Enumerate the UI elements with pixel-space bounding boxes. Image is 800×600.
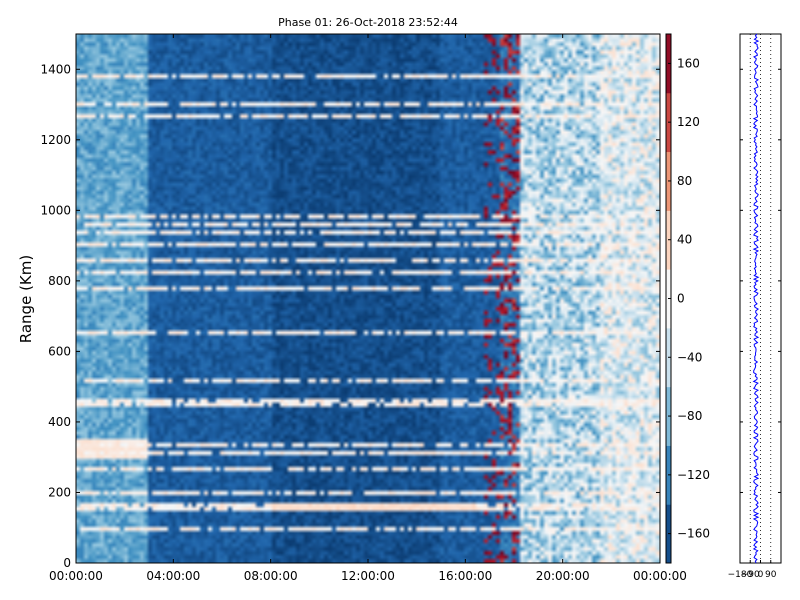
colorbar-tick-label: 40 [677,233,692,247]
colorbar-tick-label: −120 [677,468,710,482]
colorbar-tick-label: −40 [677,350,702,364]
side-phase-profile [749,33,772,564]
x-tick-label: 08:00:00 [244,569,298,583]
y-tick-label: 1400 [40,62,71,76]
side-x-tick-label: 0 [758,570,764,580]
colorbar-ticks: 160 120 80 40 0 −40 −80 −120 −160 [668,56,710,541]
x-axis-ticks: 00:00:00 04:00:00 08:00:00 12:00:00 16:00:00… [49,34,687,583]
chart-title: Phase 01: 26-Oct-2018 23:52:44 [278,16,458,29]
y-tick-label: 200 [48,485,71,499]
colorbar-tick-label: −80 [677,409,702,423]
x-tick-label: 00:00:00 [49,569,103,583]
side-phase-line [752,33,760,564]
x-tick-label: 20:00:00 [536,569,590,583]
side-x-tick-label: 90 [765,570,777,580]
heatmap-image [76,34,660,563]
y-axis-label: Range (Km) [17,255,35,343]
y-axis-ticks: 0 200 400 600 800 1000 1200 1400 [40,62,660,570]
y-tick-label: 800 [48,274,71,288]
y-tick-label: 600 [48,344,71,358]
x-tick-label: 12:00:00 [341,569,395,583]
x-tick-label: 04:00:00 [146,569,200,583]
colorbar-tick-label: 120 [677,115,700,129]
x-tick-label: 16:00:00 [438,569,492,583]
side-x-tick-label: −180 [728,570,753,580]
y-tick-label: 1000 [40,203,71,217]
phase-heatmap [76,34,660,563]
colorbar-tick-label: 80 [677,174,692,188]
side-panel-ticks: −180−900 90 [728,68,781,580]
colorbar-tick-label: 0 [677,292,685,306]
y-tick-label: 400 [48,415,71,429]
colorbar-tick-label: 160 [677,56,700,70]
x-tick-label: 00:00:00 [633,569,687,583]
y-tick-label: 1200 [40,133,71,147]
side-x-tick-label: −90 [741,570,760,580]
colorbar-tick-label: −160 [677,527,710,541]
y-tick-label: 0 [63,556,71,570]
